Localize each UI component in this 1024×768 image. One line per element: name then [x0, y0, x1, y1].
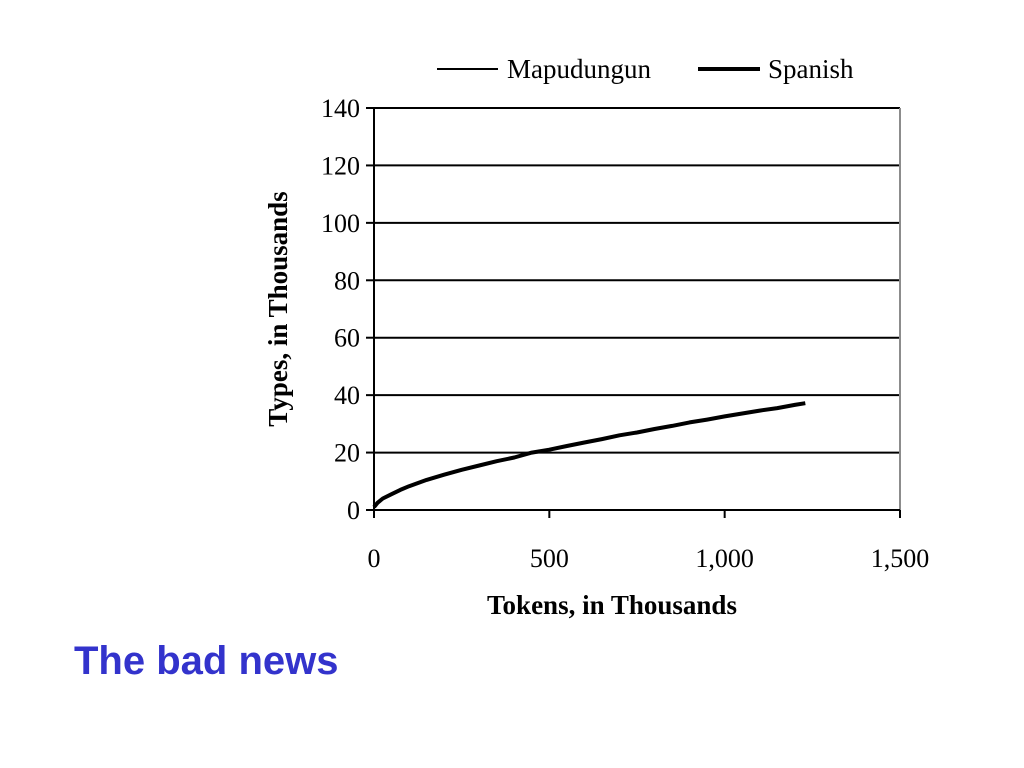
series-line-spanish — [372, 401, 806, 509]
x-tick-label: 1,500 — [871, 544, 930, 573]
gridlines — [374, 107, 900, 454]
y-tick-label: 80 — [334, 266, 360, 295]
y-axis-title: Types, in Thousands — [263, 191, 293, 426]
y-tick-label: 20 — [334, 439, 360, 468]
x-axis-title: Tokens, in Thousands — [487, 590, 737, 620]
legend: Mapudungun Spanish — [437, 54, 854, 84]
x-tick-label: 0 — [368, 544, 381, 573]
x-tick-label: 500 — [530, 544, 569, 573]
legend-label-mapudungun: Mapudungun — [507, 54, 651, 84]
y-tick-label: 120 — [321, 151, 360, 180]
y-tick-label: 0 — [347, 496, 360, 525]
chart: 0 20 40 60 80 100 120 140 0 500 1,000 1,500 Mapudu… — [263, 54, 930, 620]
slide-caption: The bad news — [74, 639, 339, 683]
plot-area — [366, 107, 901, 518]
y-axis-tick-labels: 0 20 40 60 80 100 120 140 — [321, 94, 360, 525]
x-axis-tick-labels: 0 500 1,000 1,500 — [368, 544, 930, 573]
y-tick-label: 60 — [334, 324, 360, 353]
x-tick-label: 1,000 — [695, 544, 754, 573]
series-lines — [372, 401, 806, 509]
y-tick-label: 140 — [321, 94, 360, 123]
y-tick-label: 100 — [321, 209, 360, 238]
y-tick-label: 40 — [334, 381, 360, 410]
legend-label-spanish: Spanish — [768, 54, 854, 84]
